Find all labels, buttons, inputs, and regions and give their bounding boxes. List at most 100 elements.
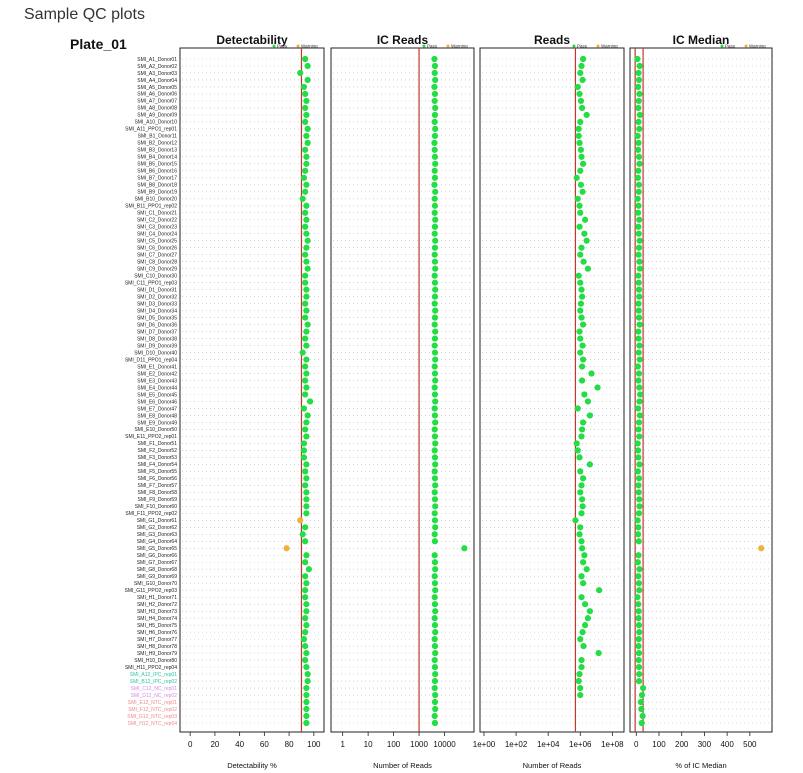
data-point <box>431 209 438 216</box>
data-point <box>634 594 641 601</box>
sample-label: SMI_B10_Donor20 <box>134 197 177 203</box>
data-point <box>577 146 585 153</box>
sample-label: SMI_F6_Donor56 <box>138 476 178 482</box>
panel-title: Reads <box>534 33 570 47</box>
data-point <box>634 174 641 181</box>
data-point <box>594 384 601 391</box>
data-point <box>300 83 308 91</box>
sample-label: SMI_G7_Donor67 <box>137 560 178 566</box>
data-point <box>303 691 310 699</box>
sample-label: SMI_C12_NC_rep01 <box>131 686 178 692</box>
sample-label: SMI_D4_Donor34 <box>137 308 177 314</box>
data-point <box>581 230 588 237</box>
data-point <box>304 670 311 678</box>
data-point <box>635 573 642 580</box>
sample-label: SMI_B9_Donor19 <box>137 190 177 196</box>
sample-label: SMI_C9_Donor29 <box>137 266 177 272</box>
data-point <box>431 174 439 181</box>
data-point <box>634 195 641 202</box>
sample-label: SMI_A7_Donor07 <box>137 99 177 105</box>
data-point <box>302 118 309 126</box>
sample-label: SMI_E6_Donor46 <box>137 399 177 405</box>
data-point <box>431 181 438 188</box>
sample-label: SMI_A5_Donor05 <box>137 85 177 91</box>
data-point <box>302 524 309 531</box>
data-point <box>431 510 438 517</box>
data-point <box>636 90 643 98</box>
data-point <box>303 181 310 188</box>
sample-label: SMI_A10_Donor10 <box>134 120 177 126</box>
data-point <box>578 482 585 489</box>
data-point <box>635 426 642 433</box>
tick-label: 500 <box>743 740 757 749</box>
data-point <box>577 684 584 692</box>
data-point <box>577 489 584 496</box>
data-point <box>635 104 642 112</box>
sample-label: SMI_E8_Donor48 <box>137 413 177 419</box>
legend-pass-marker <box>422 44 426 48</box>
sample-label: SMI_B7_Donor17 <box>137 176 177 182</box>
data-point <box>577 181 585 188</box>
data-point <box>578 62 585 70</box>
sample-label: SMI_F8_Donor58 <box>138 490 178 496</box>
data-point <box>635 69 642 77</box>
data-point <box>635 300 642 307</box>
data-point <box>431 489 438 496</box>
data-point <box>634 440 641 447</box>
data-point <box>635 677 643 685</box>
data-point <box>302 314 309 321</box>
data-point <box>635 76 643 84</box>
data-point <box>578 656 585 664</box>
data-point <box>579 76 586 84</box>
data-point <box>302 335 309 342</box>
data-point <box>303 328 310 335</box>
data-point <box>303 461 310 468</box>
legend-pass-marker <box>272 44 276 48</box>
data-point <box>432 524 439 531</box>
data-point <box>432 356 439 363</box>
legend-warning-label: Warning <box>749 44 766 49</box>
data-point <box>432 566 439 573</box>
sample-label: SMI_E1_Donor41 <box>137 364 177 370</box>
data-point <box>303 712 310 720</box>
data-point <box>303 489 310 496</box>
data-point <box>634 468 641 475</box>
data-point <box>576 328 583 335</box>
data-point <box>635 636 642 643</box>
data-point <box>636 293 643 300</box>
data-point <box>432 650 439 657</box>
data-point <box>431 405 438 412</box>
data-point <box>578 377 586 384</box>
data-point <box>431 384 438 391</box>
data-point <box>635 608 642 615</box>
data-point <box>636 62 643 70</box>
tick-label: 100 <box>652 740 666 749</box>
data-point <box>635 251 642 258</box>
data-point <box>577 636 584 643</box>
sample-label: SMI_B12_IPC_rep02 <box>130 679 177 685</box>
data-point <box>302 104 309 112</box>
data-point <box>573 440 580 447</box>
data-point <box>302 426 309 433</box>
data-point <box>635 279 642 286</box>
data-point <box>302 188 309 195</box>
data-point <box>307 398 314 405</box>
sample-label: SMI_C3_Donor23 <box>137 225 177 231</box>
data-point <box>431 663 439 671</box>
data-point <box>635 656 642 664</box>
data-point <box>635 335 642 342</box>
data-point <box>635 454 642 461</box>
data-point <box>302 656 309 664</box>
data-point <box>431 279 439 286</box>
legend-warning-marker <box>744 44 748 48</box>
data-point <box>300 405 308 412</box>
sample-label: SMI_D8_Donor38 <box>137 336 177 342</box>
data-point <box>580 258 587 265</box>
data-point <box>304 62 311 70</box>
data-point <box>581 552 588 559</box>
data-point <box>636 125 643 132</box>
data-point <box>578 426 586 433</box>
data-point <box>432 440 439 447</box>
data-point <box>575 272 582 279</box>
data-point <box>634 559 641 566</box>
